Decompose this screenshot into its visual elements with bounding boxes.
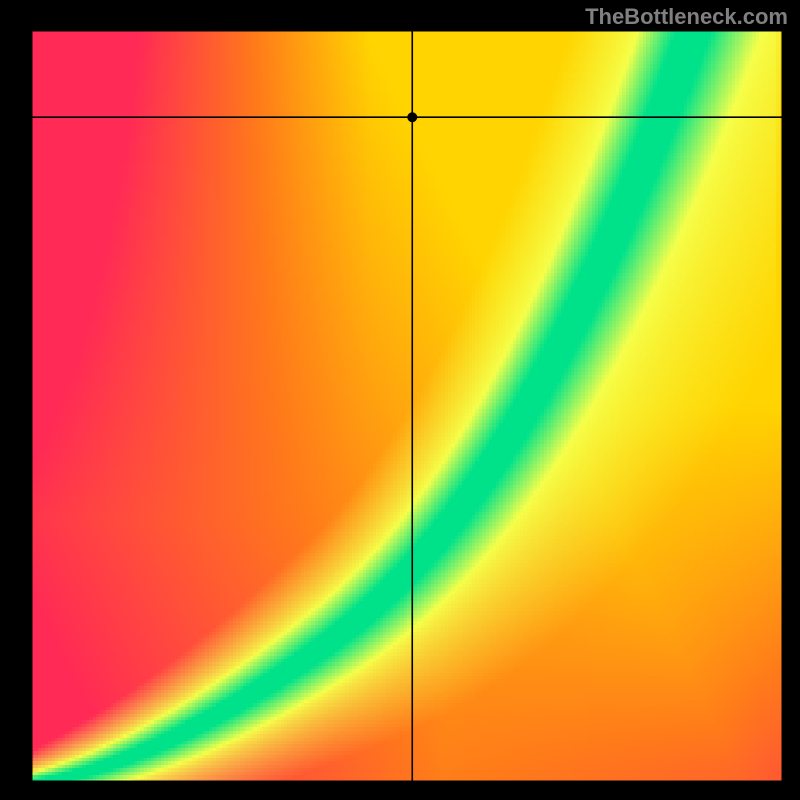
chart-container: TheBottleneck.com [0,0,800,800]
heatmap-canvas [0,0,800,800]
watermark-title: TheBottleneck.com [585,4,788,30]
